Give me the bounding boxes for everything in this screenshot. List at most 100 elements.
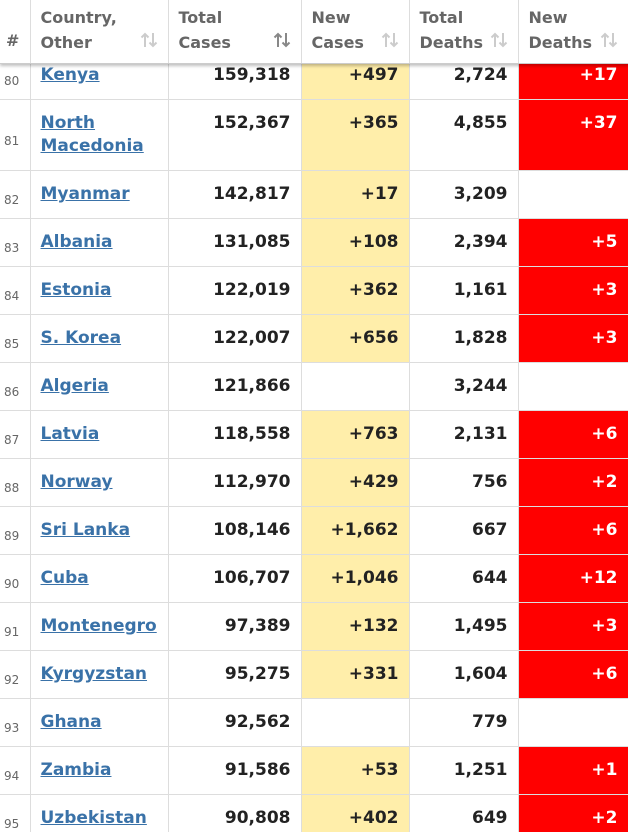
rank-cell: 84: [0, 266, 31, 315]
total-deaths-cell: 1,161: [409, 266, 519, 315]
country-link[interactable]: Albania: [40, 232, 113, 252]
country-cell: Myanmar: [30, 170, 169, 219]
new-cases-cell: +497: [301, 64, 410, 100]
new-cases-cell: +17: [301, 170, 410, 219]
row: 84 Estonia 122,019 +362 1,161 +3: [0, 266, 628, 315]
country-link[interactable]: Algeria: [40, 376, 109, 396]
country-link[interactable]: Uzbekistan: [40, 808, 147, 828]
row: 81 North Macedonia 152,367 +365 4,855 +37: [0, 99, 628, 171]
country-cell: Albania: [30, 218, 169, 267]
header-cell[interactable]: New Deaths: [518, 0, 628, 64]
rank-cell: 89: [0, 506, 31, 555]
header-label: New Deaths: [528, 8, 593, 52]
header-cell[interactable]: Country, Other: [30, 0, 169, 64]
header-label: Country, Other: [40, 8, 117, 52]
header-label: Total Deaths: [419, 8, 484, 52]
new-deaths-cell: +5: [518, 218, 628, 267]
total-cases-cell: 121,866: [168, 362, 302, 411]
header-label: Total Cases: [178, 8, 231, 52]
total-deaths-cell: 3,209: [409, 170, 519, 219]
total-deaths-cell: 667: [409, 506, 519, 555]
country-cell: Norway: [30, 458, 169, 507]
rank-cell: 95: [0, 794, 31, 832]
total-deaths-cell: 4,855: [409, 99, 519, 171]
country-link[interactable]: Estonia: [40, 280, 112, 300]
row: 83 Albania 131,085 +108 2,394 +5: [0, 218, 628, 267]
row: 91 Montenegro 97,389 +132 1,495 +3: [0, 602, 628, 651]
row: 88 Norway 112,970 +429 756 +2: [0, 458, 628, 507]
header-label: #: [6, 31, 20, 50]
row: 94 Zambia 91,586 +53 1,251 +1: [0, 746, 628, 795]
table-header: # Country, Other Total Cases New Cases Total…: [0, 0, 628, 64]
total-deaths-cell: 756: [409, 458, 519, 507]
rank-cell: 85: [0, 314, 31, 363]
country-link[interactable]: Kyrgyzstan: [40, 664, 148, 684]
table-body-viewport: 80 Kenya 159,318 +497 2,724 +17 81 North Macedo…: [0, 64, 628, 832]
country-cell: Zambia: [30, 746, 169, 795]
row: 93 Ghana 92,562 779: [0, 698, 628, 747]
new-cases-cell: +365: [301, 99, 410, 171]
header-cell[interactable]: Total Deaths: [409, 0, 519, 64]
country-link[interactable]: North Macedonia: [40, 113, 144, 156]
country-link[interactable]: Myanmar: [40, 184, 130, 204]
total-cases-cell: 108,146: [168, 506, 302, 555]
new-deaths-cell: +6: [518, 506, 628, 555]
country-link[interactable]: Zambia: [40, 760, 112, 780]
total-deaths-cell: 1,828: [409, 314, 519, 363]
country-link[interactable]: Sri Lanka: [40, 520, 131, 540]
new-deaths-cell: +12: [518, 554, 628, 603]
row: 85 S. Korea 122,007 +656 1,828 +3: [0, 314, 628, 363]
rank-cell: 83: [0, 218, 31, 267]
country-cell: Estonia: [30, 266, 169, 315]
header-label: New Cases: [311, 8, 364, 52]
rows: 80 Kenya 159,318 +497 2,724 +17 81 North Macedo…: [0, 64, 628, 832]
rank-cell: 87: [0, 410, 31, 459]
total-deaths-cell: 644: [409, 554, 519, 603]
row: 86 Algeria 121,866 3,244: [0, 362, 628, 411]
new-cases-cell: +132: [301, 602, 410, 651]
new-cases-cell: +1,662: [301, 506, 410, 555]
rank-cell: 86: [0, 362, 31, 411]
country-link[interactable]: Kenya: [40, 65, 100, 85]
country-cell: North Macedonia: [30, 99, 169, 171]
total-cases-cell: 90,808: [168, 794, 302, 832]
new-deaths-cell: +37: [518, 99, 628, 171]
sort-icon: [273, 32, 290, 48]
new-deaths-cell: +3: [518, 266, 628, 315]
country-link[interactable]: Ghana: [40, 712, 102, 732]
total-cases-cell: 91,586: [168, 746, 302, 795]
total-deaths-cell: 1,495: [409, 602, 519, 651]
row: 90 Cuba 106,707 +1,046 644 +12: [0, 554, 628, 603]
rank-cell: 81: [0, 99, 31, 171]
new-cases-cell: +402: [301, 794, 410, 832]
new-deaths-cell: [518, 362, 628, 411]
header-cell[interactable]: Total Cases: [168, 0, 302, 64]
country-cell: Montenegro: [30, 602, 169, 651]
new-cases-cell: +1,046: [301, 554, 410, 603]
new-deaths-cell: [518, 170, 628, 219]
country-link[interactable]: S. Korea: [40, 328, 122, 348]
row: 87 Latvia 118,558 +763 2,131 +6: [0, 410, 628, 459]
country-link[interactable]: Cuba: [40, 568, 89, 588]
new-cases-cell: +53: [301, 746, 410, 795]
country-link[interactable]: Latvia: [40, 424, 100, 444]
new-cases-cell: [301, 698, 410, 747]
total-deaths-cell: 1,251: [409, 746, 519, 795]
header-cell: #: [0, 0, 31, 64]
total-cases-cell: 131,085: [168, 218, 302, 267]
new-deaths-cell: [518, 698, 628, 747]
country-link[interactable]: Norway: [40, 472, 113, 492]
row: 92 Kyrgyzstan 95,275 +331 1,604 +6: [0, 650, 628, 699]
total-cases-cell: 95,275: [168, 650, 302, 699]
country-link[interactable]: Montenegro: [40, 616, 157, 636]
rank-cell: 93: [0, 698, 31, 747]
new-cases-cell: +763: [301, 410, 410, 459]
new-cases-cell: +429: [301, 458, 410, 507]
header-cell[interactable]: New Cases: [301, 0, 410, 64]
total-cases-cell: 118,558: [168, 410, 302, 459]
sort-icon: [490, 32, 507, 48]
new-cases-cell: +108: [301, 218, 410, 267]
new-deaths-cell: +1: [518, 746, 628, 795]
total-cases-cell: 122,019: [168, 266, 302, 315]
new-deaths-cell: +3: [518, 602, 628, 651]
